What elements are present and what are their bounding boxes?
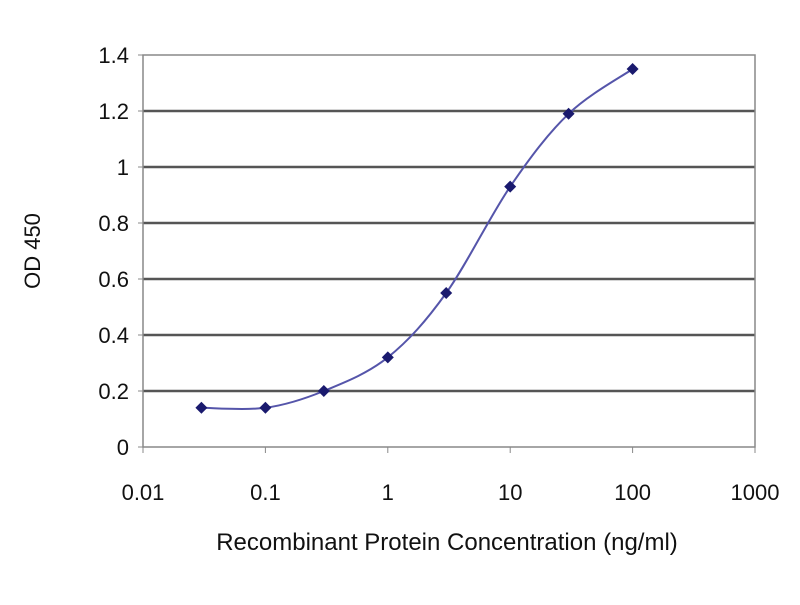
x-tick-label: 1 [382,480,394,505]
data-point [381,351,394,364]
series [195,63,639,414]
plot-area [142,54,756,448]
data-point [504,180,517,193]
y-tick-label: 0.6 [98,267,129,292]
data-point [195,401,208,414]
y-tick-label: 0.2 [98,379,129,404]
y-axis-label: OD 450 [20,213,45,289]
data-point [440,287,453,299]
x-tick-label: 100 [614,480,651,505]
data-point [626,63,639,75]
y-tick-label: 1 [117,155,129,180]
y-tick-label: 0.4 [98,323,129,348]
series-line [201,68,634,411]
x-tick-label: 10 [498,480,522,505]
x-tick-label: 0.1 [250,480,281,505]
x-tick-label: 0.01 [122,480,165,505]
y-tick-label: 1.2 [98,99,129,124]
gridlines [143,109,755,393]
data-point [562,107,575,120]
y-tick-label: 0 [117,435,129,460]
y-tick-label: 0.8 [98,211,129,236]
y-tick-label: 1.4 [98,43,129,68]
data-point [317,385,330,397]
y-axis-ticks: 0 0.2 0.4 0.6 0.8 1 1.2 1.4 [98,43,143,460]
x-axis-ticks: 0.01 0.1 1 10 100 1000 [122,447,780,505]
data-point [259,401,272,414]
x-axis-label: Recombinant Protein Concentration (ng/ml… [216,529,678,556]
x-tick-label: 1000 [731,480,780,505]
